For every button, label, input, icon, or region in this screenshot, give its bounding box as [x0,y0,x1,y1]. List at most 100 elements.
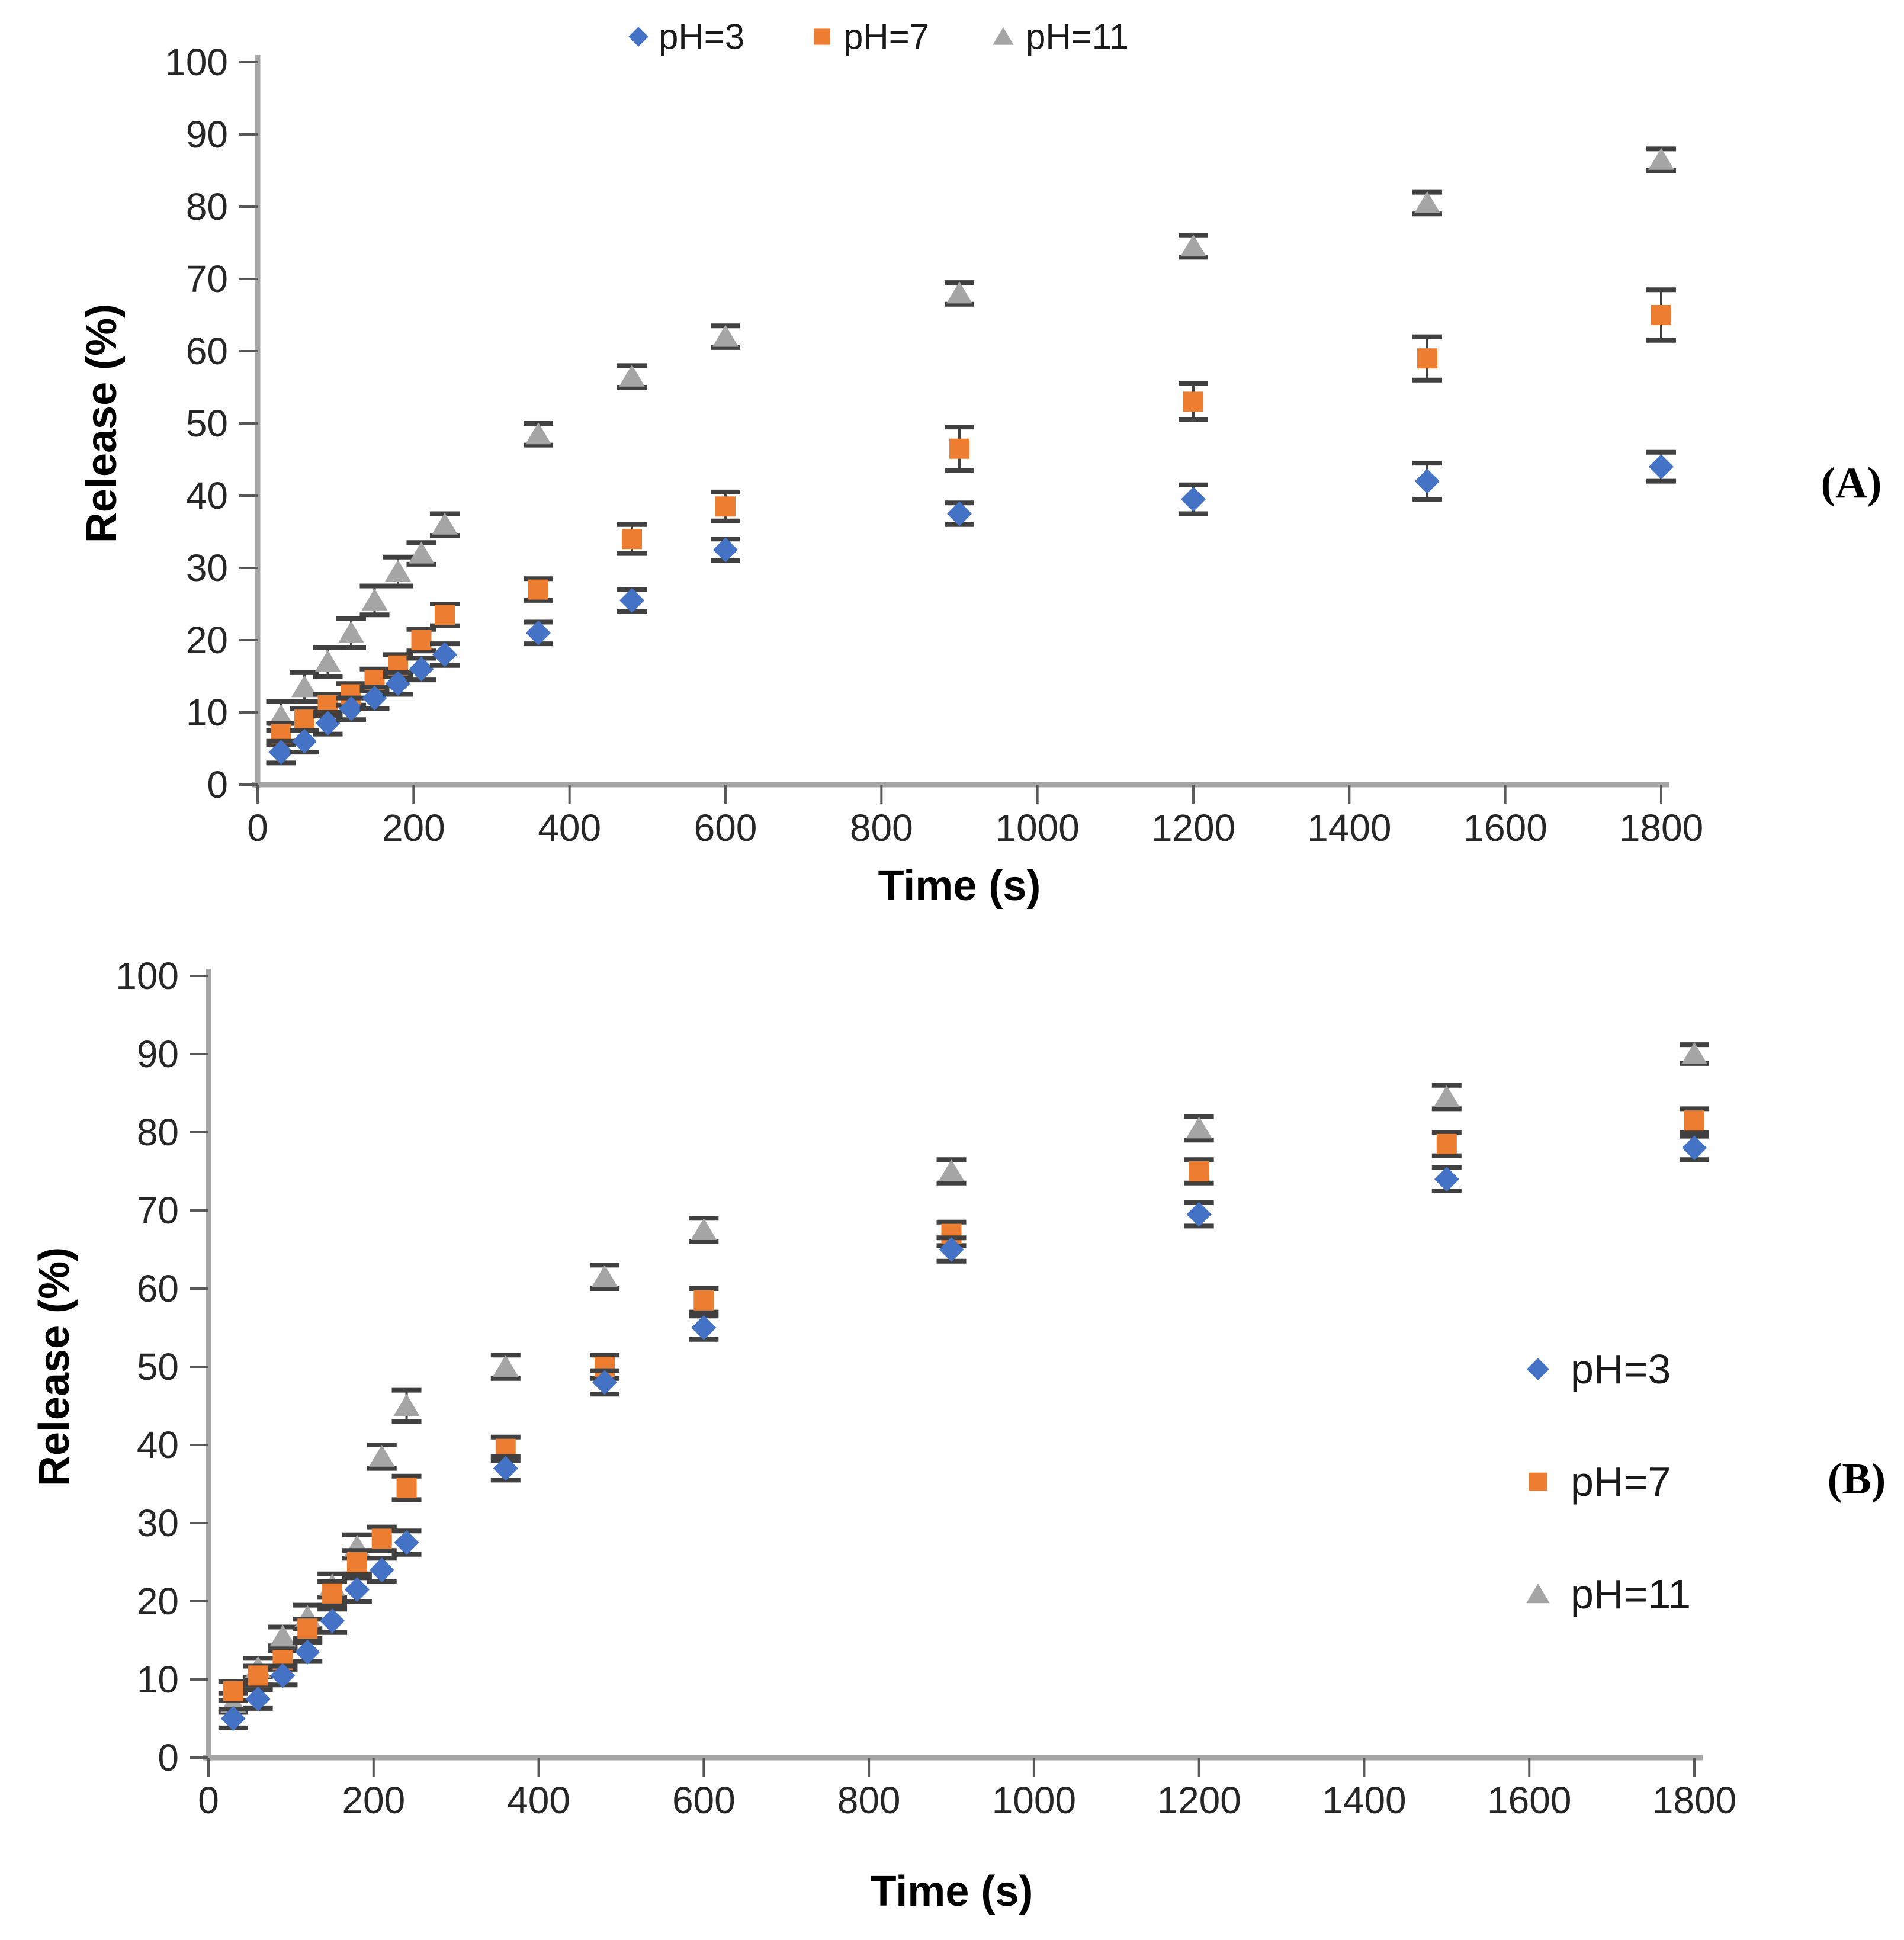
legend-item-label: pH=3 [1571,1346,1671,1392]
data-point-pH=11-triangle-marker [938,1159,965,1181]
data-point-pH=3-diamond-marker [339,696,364,721]
data-point-pH=3-diamond-marker [409,656,434,682]
data-point-pH=3-diamond-marker [1186,1202,1212,1227]
x-tick-label: 800 [837,1779,901,1822]
legend-item-label: pH=7 [1571,1459,1671,1505]
data-point-pH=3-diamond-marker [295,1639,320,1665]
data-point-pH=3-diamond-marker [362,685,387,711]
data-point-pH=7-square-marker [396,1478,417,1498]
x-tick-label: 1800 [1619,807,1703,849]
data-point-pH=11-triangle-marker [1180,235,1206,257]
data-point-pH=7-square-marker [322,1583,343,1604]
data-point-pH=3-diamond-marker [619,587,644,613]
data-point-pH=3-diamond-marker [270,1663,296,1688]
data-point-pH=11-triangle-marker [619,364,645,387]
legend-item-label: pH=7 [843,17,929,57]
x-tick-label: 1000 [992,1779,1076,1822]
legend-pH=3-diamond-marker [628,27,648,47]
x-tick-label: 600 [672,1779,736,1822]
data-point-pH=3-diamond-marker [315,711,341,736]
y-tick-label: 90 [137,1033,179,1075]
data-point-pH=3-diamond-marker [320,1608,345,1633]
y-tick-label: 20 [186,619,228,661]
y-tick-label: 100 [165,41,228,83]
x-tick-label: 200 [342,1779,405,1822]
data-point-pH=7-square-marker [528,579,548,600]
data-point-pH=3-diamond-marker [592,1370,618,1395]
y-tick-label: 40 [186,474,228,517]
y-tick-label: 90 [186,113,228,156]
data-point-pH=11-triangle-marker [1186,1116,1212,1139]
data-point-pH=7-square-marker [949,438,969,459]
data-point-pH=3-diamond-marker [386,671,410,696]
data-point-pH=11-triangle-marker [385,560,411,582]
data-point-pH=3-diamond-marker [1415,468,1440,494]
x-tick-label: 1800 [1652,1779,1736,1822]
data-point-pH=3-diamond-marker [713,537,738,563]
y-tick-label: 70 [186,258,228,300]
data-point-pH=3-diamond-marker [1649,454,1674,480]
data-point-pH=11-triangle-marker [269,1624,296,1647]
legend-item-label: pH=11 [1571,1571,1691,1617]
legend-pH=7-square-marker [814,28,830,45]
panel-a-label: (A) [1821,459,1882,508]
x-tick-label: 1600 [1487,1779,1571,1822]
data-point-pH=3-diamond-marker [1181,487,1206,512]
data-point-pH=7-square-marker [346,1552,367,1572]
data-point-pH=3-diamond-marker [493,1456,518,1481]
data-point-pH=11-triangle-marker [1433,1085,1460,1107]
y-tick-label: 50 [137,1345,179,1388]
data-point-pH=7-square-marker [1651,305,1671,325]
data-point-pH=3-diamond-marker [939,1237,964,1262]
chart-b-y-axis-title: Release (%) [31,1247,78,1486]
data-point-pH=11-triangle-marker [946,281,972,304]
data-point-pH=11-triangle-marker [525,422,551,445]
x-tick-label: 600 [694,807,757,849]
data-point-pH=3-diamond-marker [245,1687,271,1711]
data-point-pH=11-triangle-marker [291,675,317,698]
x-tick-label: 0 [198,1779,219,1822]
y-tick-label: 70 [137,1189,179,1232]
x-tick-label: 200 [382,807,445,849]
data-point-pH=7-square-marker [297,1618,318,1639]
panel-b-label: (B) [1828,1455,1886,1504]
data-point-pH=3-diamond-marker [344,1577,370,1602]
data-point-pH=3-diamond-marker [1682,1135,1707,1161]
x-tick-label: 800 [850,807,913,849]
x-tick-label: 1200 [1157,1779,1241,1822]
x-tick-label: 400 [507,1779,570,1822]
legend-pH=7-square-marker [1529,1472,1547,1491]
y-tick-label: 40 [137,1424,179,1466]
y-tick-label: 60 [137,1267,179,1310]
data-point-pH=11-triangle-marker [368,1444,395,1467]
y-tick-label: 80 [186,185,228,228]
y-tick-label: 20 [137,1580,179,1623]
data-point-pH=11-triangle-marker [592,1265,618,1287]
y-tick-label: 30 [186,547,228,589]
data-point-pH=11-triangle-marker [314,650,341,672]
data-point-pH=11-triangle-marker [408,541,435,564]
data-point-pH=3-diamond-marker [526,620,551,645]
data-point-pH=11-triangle-marker [1681,1042,1707,1064]
data-point-pH=7-square-marker [1684,1110,1704,1131]
data-point-pH=7-square-marker [1417,348,1437,369]
data-point-pH=7-square-marker [371,1528,392,1549]
legend-item-label: pH=11 [1026,17,1129,57]
data-point-pH=11-triangle-marker [432,512,458,535]
y-tick-label: 0 [207,763,228,806]
data-point-pH=11-triangle-marker [338,621,364,643]
data-point-pH=11-triangle-marker [492,1355,519,1377]
data-point-pH=7-square-marker [622,529,642,550]
data-point-pH=7-square-marker [1183,391,1203,412]
data-point-pH=3-diamond-marker [1434,1167,1459,1192]
data-point-pH=11-triangle-marker [1414,191,1440,213]
data-point-pH=7-square-marker [1189,1161,1209,1181]
data-point-pH=3-diamond-marker [369,1557,394,1583]
x-tick-label: 1200 [1151,807,1235,849]
data-point-pH=3-diamond-marker [220,1706,246,1731]
x-tick-label: 1000 [995,807,1079,849]
y-tick-label: 100 [115,955,179,997]
